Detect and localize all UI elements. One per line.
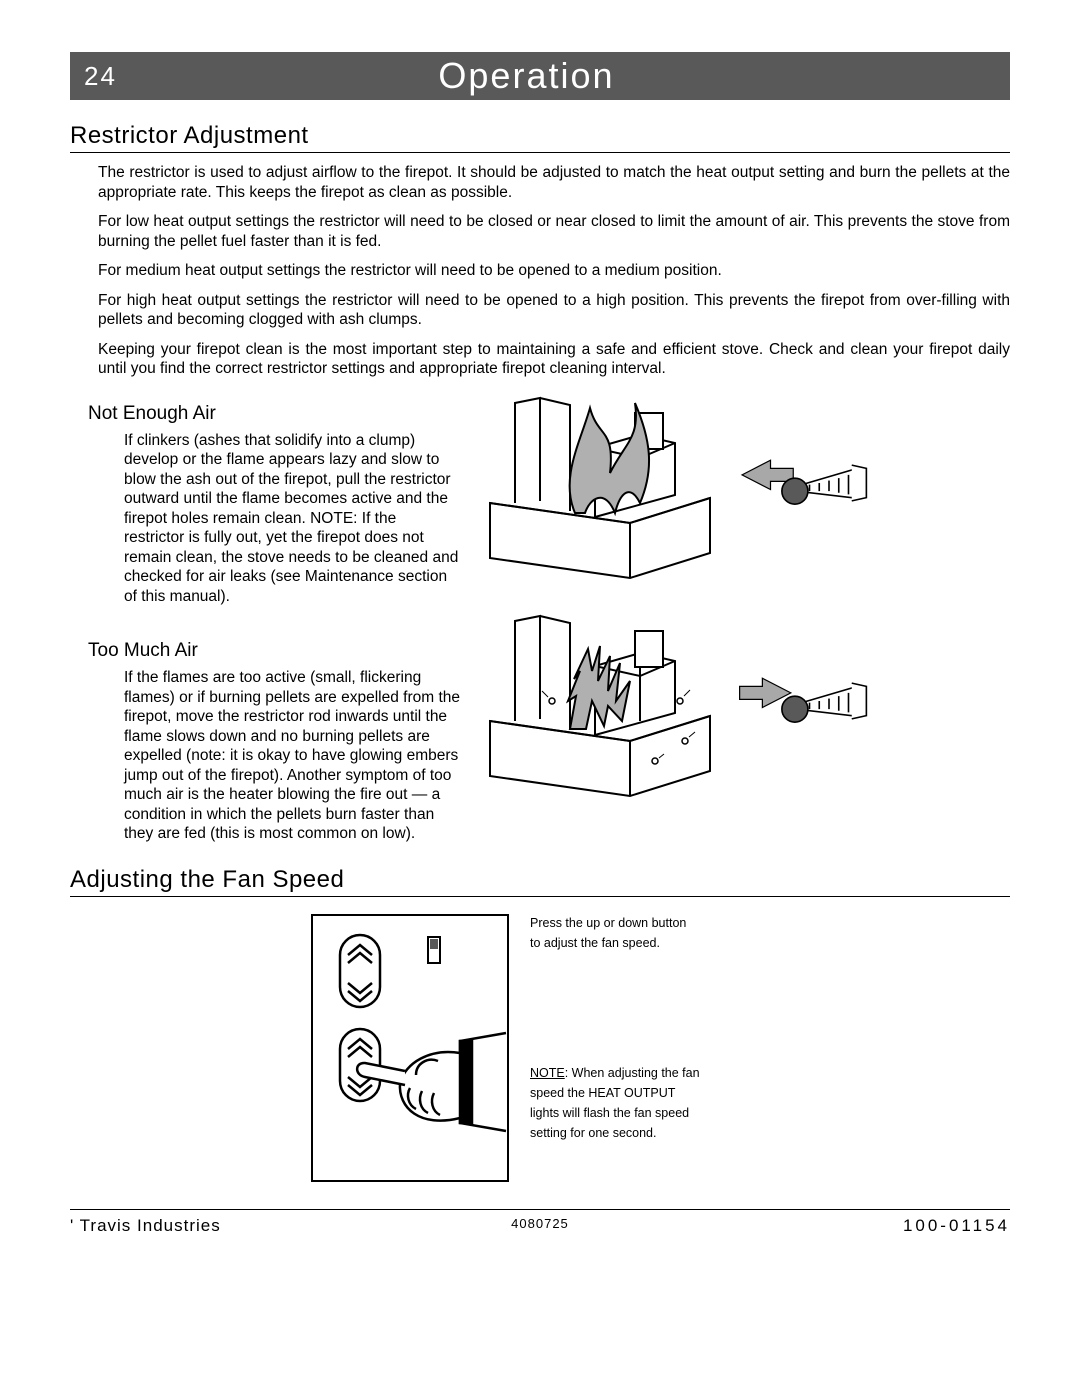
page-footer: ' Travis Industries 4080725 100-01154 bbox=[70, 1209, 1010, 1236]
fan-instruction-text: Press the up or down button to adjust th… bbox=[530, 913, 700, 953]
not-enough-body: If clinkers (ashes that solidify into a … bbox=[124, 431, 460, 607]
figure-fan-speed: Press the up or down button to adjust th… bbox=[310, 913, 1010, 1183]
lazy-flame-icon bbox=[570, 403, 649, 513]
too-much-heading: Too Much Air bbox=[88, 640, 460, 662]
restrictor-p3: For medium heat output settings the rest… bbox=[98, 261, 1010, 281]
footer-partnum: 100-01154 bbox=[697, 1216, 1010, 1236]
footer-company: ' Travis Industries bbox=[70, 1216, 383, 1236]
restrictor-pull-out-illustration bbox=[738, 443, 868, 523]
page-header: 24 Operation bbox=[70, 52, 1010, 100]
fan-note-text: NOTE: When adjusting the fan speed the H… bbox=[530, 1063, 700, 1143]
restrictor-p1: The restrictor is used to adjust airflow… bbox=[98, 163, 1010, 202]
fan-note-label: NOTE bbox=[530, 1066, 565, 1080]
not-enough-heading: Not Enough Air bbox=[88, 403, 460, 425]
figure-not-enough-air bbox=[480, 383, 1010, 583]
restrictor-p2: For low heat output settings the restric… bbox=[98, 212, 1010, 251]
restrictor-p5: Keeping your firepot clean is the most i… bbox=[98, 340, 1010, 379]
section-restrictor-heading: Restrictor Adjustment bbox=[70, 122, 1010, 153]
control-panel-illustration bbox=[310, 913, 510, 1183]
figure-too-much-air bbox=[480, 601, 1010, 801]
footer-code: 4080725 bbox=[383, 1216, 696, 1236]
too-much-body: If the flames are too active (small, fli… bbox=[124, 668, 460, 844]
firepot-active-flame-illustration bbox=[480, 601, 720, 801]
restrictor-p4: For high heat output settings the restri… bbox=[98, 291, 1010, 330]
section-fan-heading: Adjusting the Fan Speed bbox=[70, 866, 1010, 897]
restrictor-push-in-illustration bbox=[738, 661, 868, 741]
firepot-lazy-flame-illustration bbox=[480, 383, 720, 583]
header-title: Operation bbox=[57, 55, 996, 97]
